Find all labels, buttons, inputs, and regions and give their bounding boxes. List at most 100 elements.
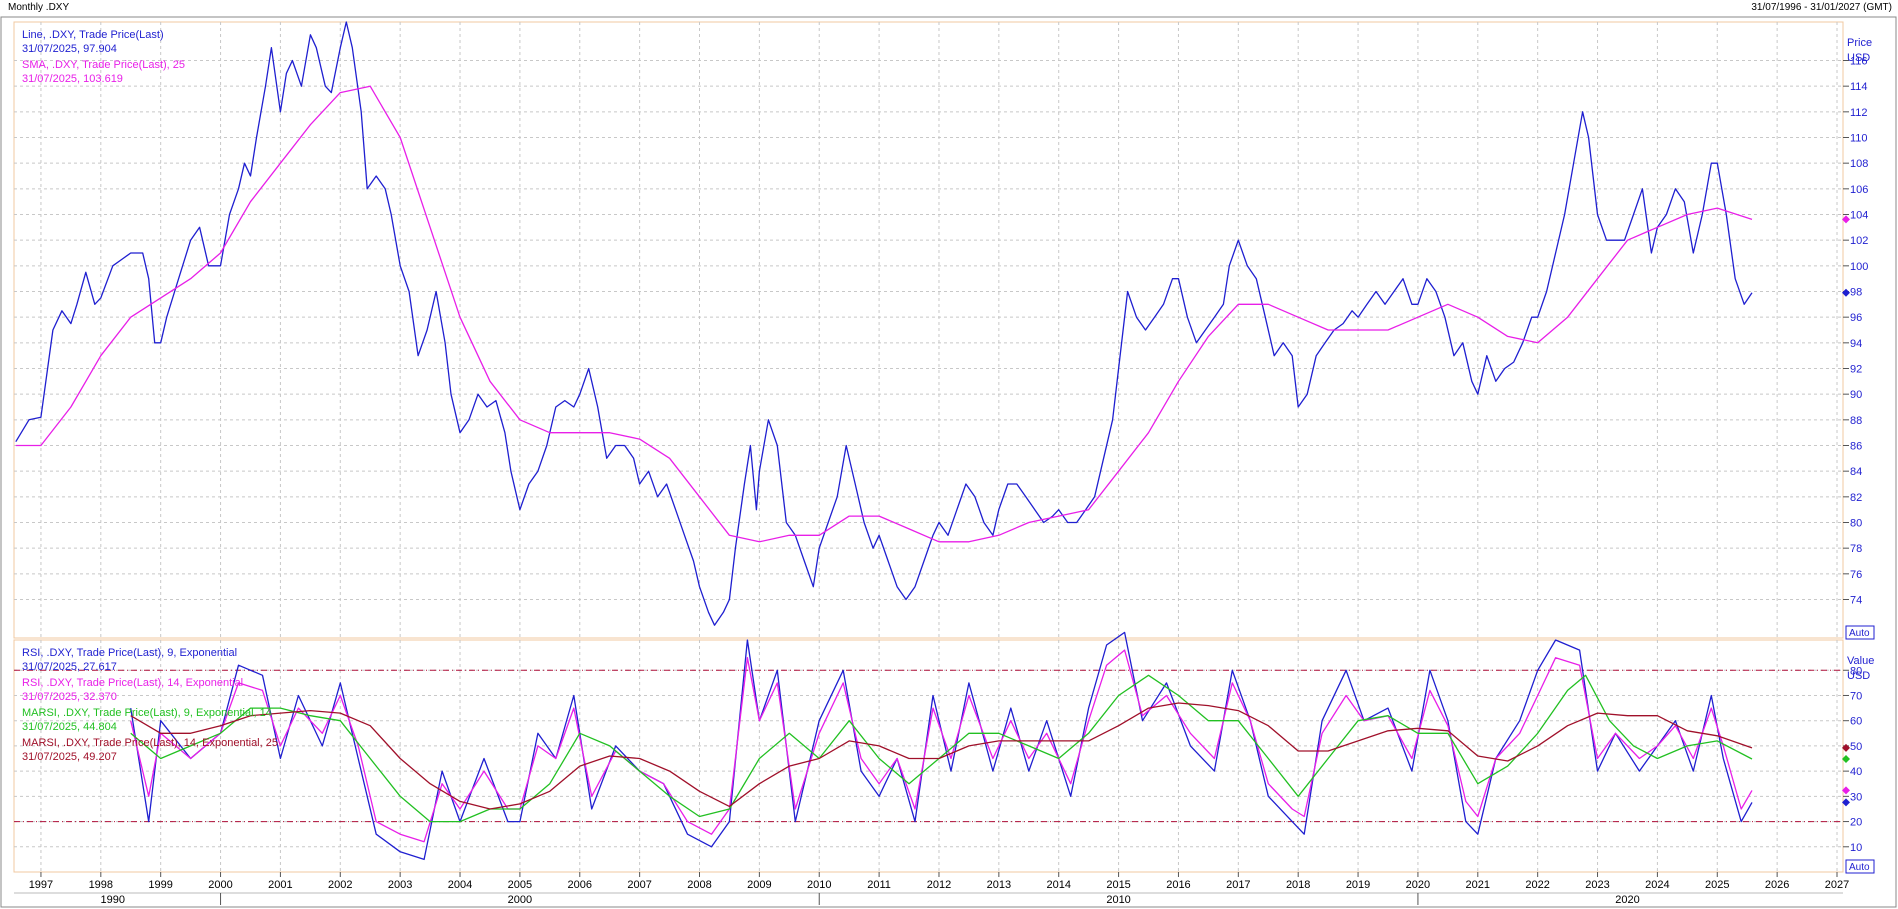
xtick-label: 2014 (1046, 879, 1070, 891)
price-ytick-label: 84 (1850, 466, 1862, 478)
price-legend-label: SMA, .DXY, Trade Price(Last), 25 (22, 59, 185, 71)
xtick-label: 1998 (89, 879, 113, 891)
series-sma (15, 85, 1753, 543)
last-value-marker-marsi14 (1842, 743, 1850, 752)
indicator-ytick-label: 10 (1850, 842, 1862, 854)
price-ytick-label: 108 (1850, 158, 1868, 170)
xtick-label: 2022 (1525, 879, 1549, 891)
price-ytick-label: 80 (1850, 518, 1862, 530)
xtick-label: 2010 (807, 879, 831, 891)
xtick-label: 2025 (1705, 879, 1729, 891)
decade-label: 2010 (1106, 894, 1130, 906)
xtick-label: 2011 (867, 879, 891, 891)
chart-header-right: 31/07/1996 - 31/01/2027 (GMT) (1751, 2, 1892, 13)
xtick-label: 1997 (29, 879, 53, 891)
indicator-axis-title: USD (1847, 670, 1870, 682)
last-value-marker-marsi9 (1842, 755, 1850, 764)
price-legend-value: 31/07/2025, 103.619 (22, 73, 123, 85)
price-ytick-label: 88 (1850, 415, 1862, 427)
xtick-label: 1999 (148, 879, 172, 891)
decade-label: 1990 (101, 894, 125, 906)
indicator-legend-value: 31/07/2025, 32.370 (22, 691, 117, 703)
last-value-marker-rsi9 (1842, 798, 1850, 807)
xtick-label: 2009 (747, 879, 771, 891)
price-ytick-label: 78 (1850, 543, 1862, 555)
decade-label: 2020 (1615, 894, 1639, 906)
indicator-legend-label: RSI, .DXY, Trade Price(Last), 9, Exponen… (22, 647, 237, 659)
indicator-axis-title: Value (1847, 655, 1874, 667)
xtick-label: 2021 (1466, 879, 1490, 891)
price-panel-border (13, 21, 1844, 639)
price-ytick-label: 94 (1850, 338, 1862, 350)
indicator-panel-border (13, 639, 1844, 873)
price-auto-label: Auto (1849, 628, 1870, 639)
xtick-label: 2006 (568, 879, 592, 891)
last-value-marker-rsi14 (1842, 786, 1850, 795)
xtick-label: 2000 (208, 879, 232, 891)
price-auto-button[interactable] (1845, 625, 1875, 640)
price-ytick-label: 102 (1850, 235, 1868, 247)
indicator-ytick-label: 80 (1850, 665, 1862, 677)
xtick-label: 2005 (508, 879, 532, 891)
price-ytick-label: 76 (1850, 569, 1862, 581)
xtick-label: 2003 (388, 879, 412, 891)
xtick-label: 2019 (1346, 879, 1370, 891)
price-ytick-label: 116 (1850, 56, 1868, 68)
xtick-label: 2013 (987, 879, 1011, 891)
price-ytick-label: 106 (1850, 184, 1868, 196)
xtick-label: 2027 (1825, 879, 1849, 891)
indicator-ytick-label: 40 (1850, 766, 1862, 778)
xtick-label: 2016 (1166, 879, 1190, 891)
xtick-label: 2008 (687, 879, 711, 891)
xtick-label: 2004 (448, 879, 472, 891)
indicator-ytick-label: 30 (1850, 791, 1862, 803)
price-axis-title: USD (1847, 52, 1870, 64)
price-ytick-label: 98 (1850, 287, 1862, 299)
series-marsi9 (130, 674, 1753, 823)
xtick-label: 2007 (627, 879, 651, 891)
price-ytick-label: 92 (1850, 364, 1862, 376)
indicator-ytick-label: 20 (1850, 817, 1862, 829)
xtick-label: 2026 (1765, 879, 1789, 891)
price-legend-label: Line, .DXY, Trade Price(Last) (22, 29, 164, 41)
last-value-marker-sma (1842, 215, 1850, 224)
price-ytick-label: 110 (1850, 133, 1868, 145)
xtick-label: 2024 (1645, 879, 1669, 891)
price-ytick-label: 74 (1850, 595, 1862, 607)
indicator-ytick-label: 50 (1850, 741, 1862, 753)
price-ytick-label: 104 (1850, 210, 1868, 222)
price-ytick-label: 112 (1850, 107, 1868, 119)
price-ytick-label: 114 (1850, 81, 1868, 93)
price-ytick-label: 100 (1850, 261, 1868, 273)
decade-label: 2000 (508, 894, 532, 906)
series-rsi14 (130, 649, 1753, 843)
indicator-ytick-label: 60 (1850, 716, 1862, 728)
price-ytick-label: 82 (1850, 492, 1862, 504)
indicator-legend-value: 31/07/2025, 49.207 (22, 751, 117, 763)
price-ytick-label: 96 (1850, 312, 1862, 324)
price-ytick-label: 86 (1850, 441, 1862, 453)
indicator-legend-value: 31/07/2025, 44.804 (22, 721, 117, 733)
indicator-ytick-label: 70 (1850, 690, 1862, 702)
indicator-legend-label: MARSI, .DXY, Trade Price(Last), 9, Expon… (22, 707, 272, 719)
xtick-label: 2015 (1106, 879, 1130, 891)
price-legend-value: 31/07/2025, 97.904 (22, 43, 117, 55)
xtick-label: 2002 (328, 879, 352, 891)
xtick-label: 2001 (268, 879, 292, 891)
series-marsi14 (130, 702, 1753, 810)
xtick-label: 2018 (1286, 879, 1310, 891)
series-line (15, 21, 1753, 626)
indicator-legend-label: MARSI, .DXY, Trade Price(Last), 14, Expo… (22, 737, 278, 749)
indicator-legend-value: 31/07/2025, 27.617 (22, 661, 117, 673)
xtick-label: 2012 (927, 879, 951, 891)
chart-frame (0, 16, 1897, 908)
last-value-marker-line (1842, 288, 1850, 297)
indicator-auto-button[interactable] (1845, 859, 1875, 874)
xtick-label: 2023 (1585, 879, 1609, 891)
price-ytick-label: 90 (1850, 389, 1862, 401)
xtick-label: 2017 (1226, 879, 1250, 891)
indicator-legend-label: RSI, .DXY, Trade Price(Last), 14, Expone… (22, 677, 243, 689)
indicator-auto-label: Auto (1849, 862, 1870, 873)
xtick-label: 2020 (1406, 879, 1430, 891)
